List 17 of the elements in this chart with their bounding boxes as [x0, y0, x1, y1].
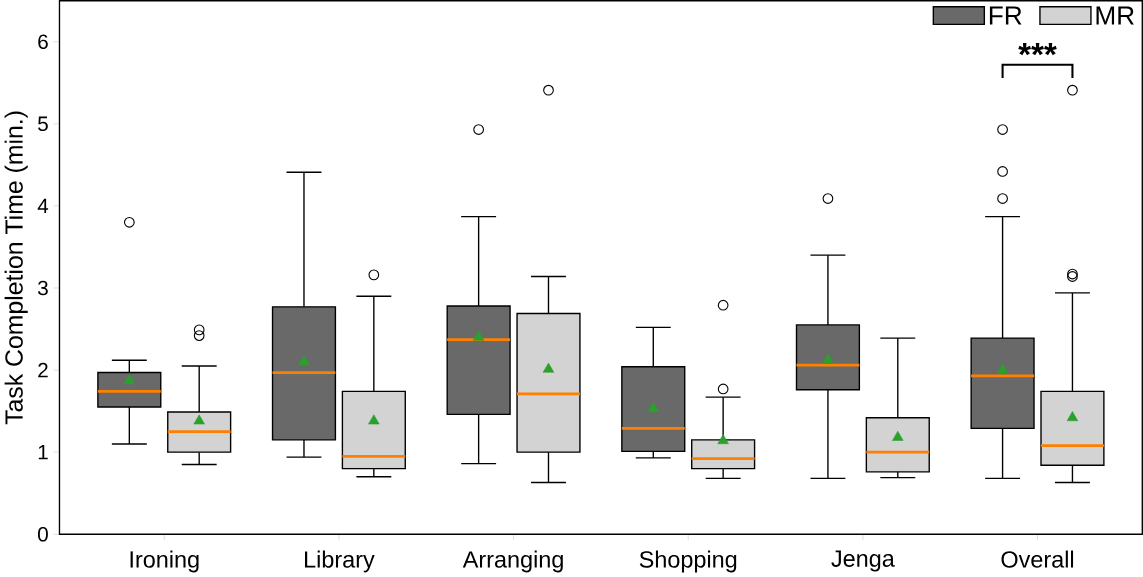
y-tick-label: 4 — [37, 198, 49, 214]
x-tick-label: Overall — [1001, 550, 1074, 568]
x-tick-label: Jenga — [831, 550, 895, 572]
x-tick-label: Arranging — [462, 550, 563, 573]
y-axis-title: Task Completion Time (min.) — [4, 111, 28, 425]
y-tick-label: 2 — [38, 362, 48, 378]
legend-label: MR — [1096, 6, 1134, 25]
x-tick-label: Shopping — [639, 550, 737, 573]
annotation: *** — [1018, 42, 1057, 56]
x-tick-label: Ironing — [130, 550, 199, 573]
y-tick-label: 6 — [38, 34, 48, 50]
y-tick-label: 0 — [38, 526, 48, 542]
x-tick-label: Library — [305, 550, 375, 573]
y-tick-label: 3 — [37, 280, 48, 296]
y-tick-label: 1 — [38, 445, 48, 460]
legend-label: FR — [989, 6, 1022, 25]
y-tick-label: 5 — [38, 116, 48, 132]
